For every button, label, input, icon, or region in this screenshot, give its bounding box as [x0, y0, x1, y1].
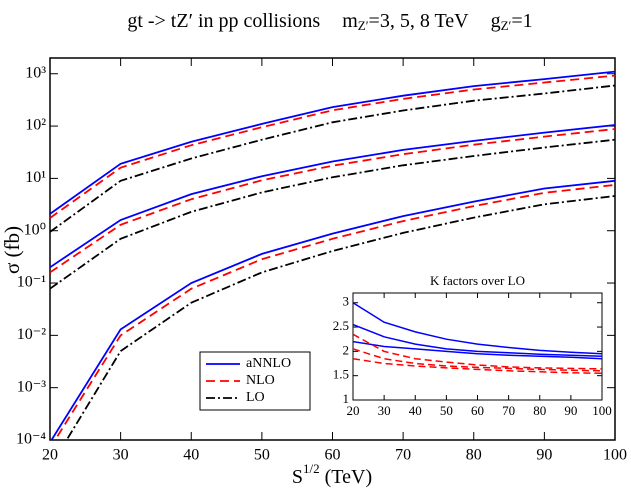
y-tick-label: 10⁻² [17, 326, 46, 343]
chart-title: gt -> tZ′ in pp collisions mZ′=3, 5, 8 Te… [127, 10, 532, 33]
x-tick-label: 60 [471, 403, 484, 418]
series-line [65, 195, 615, 440]
title-coupling-text: =1 [511, 10, 532, 32]
series-line [50, 74, 615, 219]
series-line [353, 348, 602, 372]
x-tick-label: 30 [378, 403, 391, 418]
series-line [353, 340, 602, 360]
series-line [353, 302, 602, 355]
x-tick-label: 30 [113, 447, 129, 464]
legend-box [199, 351, 311, 411]
title-mass: m [342, 10, 358, 32]
x-tick-label: 60 [325, 447, 341, 464]
series-line [353, 323, 602, 357]
x-tick-label: 50 [440, 403, 453, 418]
x-label-main: S [292, 466, 303, 488]
x-tick-label: 50 [254, 447, 270, 464]
plot-lines [353, 302, 602, 375]
y-tick-label: 10⁻⁴ [16, 431, 46, 448]
y-tick-label: 10⁻¹ [17, 274, 46, 291]
series-line [50, 128, 615, 274]
x-tick-label: 90 [564, 403, 577, 418]
x-tick-label: 20 [347, 403, 360, 418]
x-label-sup: 1/2 [303, 461, 320, 476]
x-tick-label: 90 [536, 447, 552, 464]
title-coupling-sub: Z′ [501, 18, 512, 33]
x-tick-label: 100 [603, 447, 627, 464]
y-tick-label: 3 [343, 294, 350, 309]
x-tick-label: 80 [466, 447, 482, 464]
y-tick-label: 10² [25, 117, 46, 134]
x-tick-label: 40 [183, 447, 199, 464]
inset-background [353, 293, 602, 400]
series-line [50, 70, 615, 215]
y-tick-label: 10⁰ [24, 221, 46, 238]
title-main: gt -> tZ′ in pp collisions [127, 10, 320, 32]
y-tick-label: 1 [343, 391, 350, 406]
y-tick-label: 10³ [25, 64, 46, 81]
series-line [353, 333, 602, 370]
legend-label: aNNLO [246, 356, 291, 371]
x-tick-label: 70 [395, 447, 411, 464]
x-tick-label: 20 [42, 447, 58, 464]
series-line [54, 184, 615, 440]
y-axis-label: σ (fb) [0, 226, 24, 274]
x-tick-label: 70 [502, 403, 515, 418]
title-coupling: g [491, 10, 501, 32]
y-tick-label: 10⁻³ [17, 378, 46, 395]
x-tick-label: 80 [533, 403, 546, 418]
y-tick-label: 2 [343, 342, 350, 357]
x-tick-label: 40 [409, 403, 422, 418]
series-line [353, 357, 602, 375]
legend-label: NLO [246, 373, 275, 388]
y-tick-label: 10¹ [25, 169, 46, 186]
x-tick-label: 100 [592, 403, 612, 418]
x-label-unit: (TeV) [325, 466, 372, 488]
title-mass-sub: Z′ [358, 18, 369, 33]
inset-title: K factors over LO [430, 273, 525, 288]
title-mass-text: =3, 5, 8 TeV [369, 10, 470, 32]
legend-label: LO [246, 390, 265, 405]
y-tick-label: 2.5 [333, 318, 349, 333]
y-tick-label: 1.5 [333, 367, 349, 382]
series-line [50, 124, 615, 269]
series-line [50, 138, 615, 290]
series-line [50, 179, 615, 440]
x-axis-label: S1/2 (TeV) [292, 461, 372, 488]
plot-lines [50, 70, 615, 440]
series-line [50, 84, 615, 233]
